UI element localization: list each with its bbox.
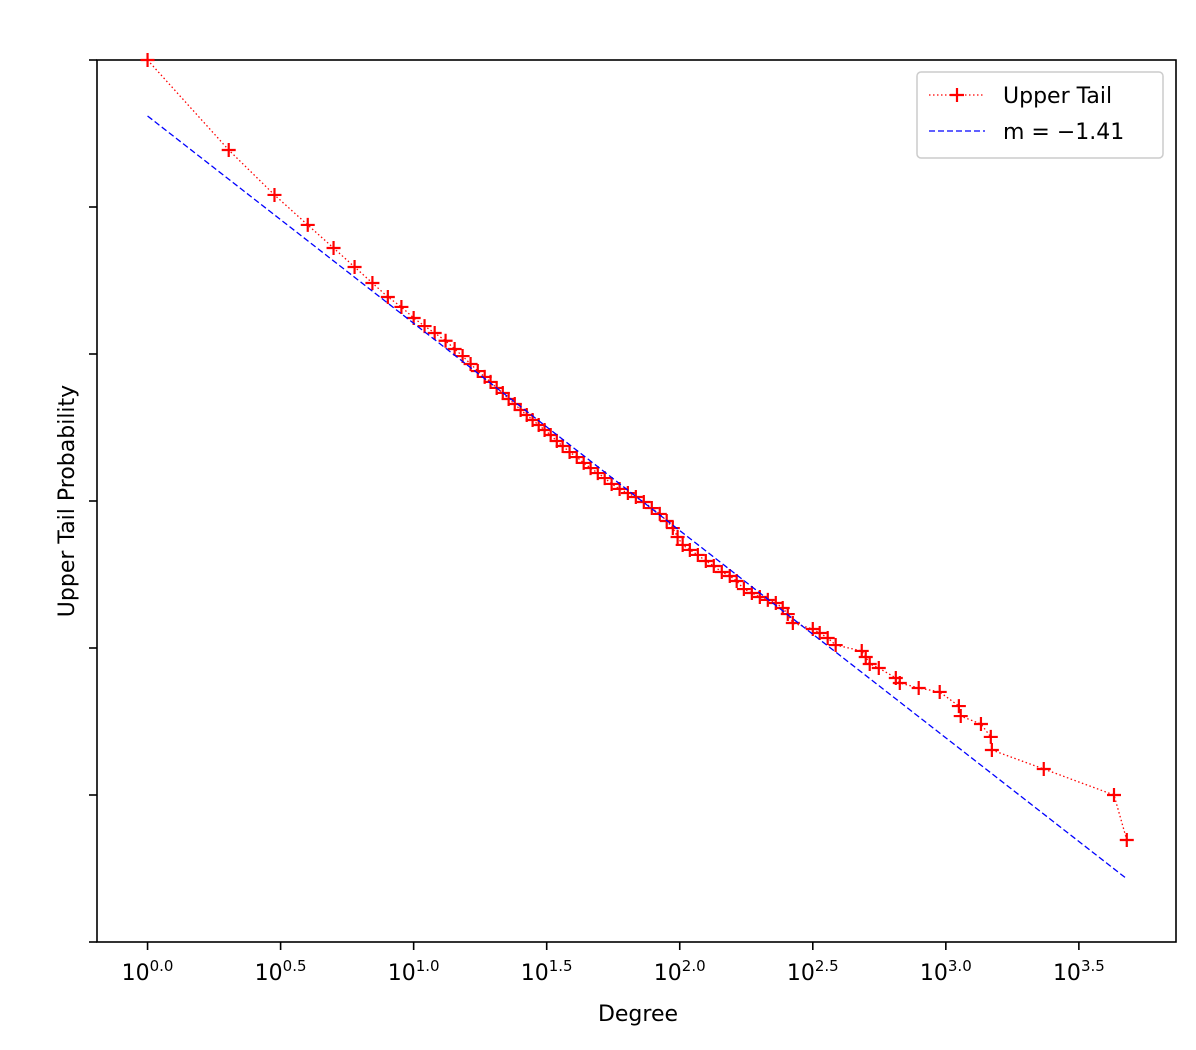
x-tick-label: 102.5 xyxy=(787,957,839,986)
point-marker xyxy=(447,342,462,357)
point-marker xyxy=(597,471,612,486)
point-marker xyxy=(463,356,478,371)
point-marker xyxy=(670,530,685,545)
series-line xyxy=(147,59,1128,841)
point-marker xyxy=(365,275,380,290)
x-tick-label: 100.0 xyxy=(122,957,174,986)
point-marker xyxy=(628,490,643,505)
point-marker xyxy=(438,333,453,348)
legend-label: m = −1.41 xyxy=(1003,120,1124,145)
legend: Upper Tail m = −1.41 xyxy=(916,71,1164,159)
point-marker xyxy=(380,289,395,304)
point-marker xyxy=(892,675,907,690)
point-marker xyxy=(858,649,873,664)
point-marker xyxy=(736,582,751,597)
point-marker xyxy=(682,542,697,557)
point-marker xyxy=(507,396,522,411)
point-marker xyxy=(828,638,843,653)
y-axis-label: Upper Tail Probability xyxy=(55,385,80,617)
point-marker xyxy=(543,427,558,442)
point-marker xyxy=(652,506,667,521)
point-marker xyxy=(820,631,835,646)
point-marker xyxy=(427,325,442,340)
x-tick-label: 101.5 xyxy=(521,957,573,986)
point-marker xyxy=(604,476,619,491)
point-marker xyxy=(744,586,759,601)
point-marker xyxy=(911,680,926,695)
x-tick-label: 101.0 xyxy=(388,957,440,986)
point-marker xyxy=(644,501,659,516)
point-marker xyxy=(221,142,236,157)
point-marker xyxy=(470,364,485,379)
legend-label: Upper Tail xyxy=(1003,84,1112,109)
point-marker xyxy=(555,439,570,454)
point-marker xyxy=(1036,761,1051,776)
x-tick-label: 102.0 xyxy=(654,957,706,986)
point-marker xyxy=(983,729,998,744)
point-marker xyxy=(583,461,598,476)
point-marker xyxy=(812,626,827,641)
legend-marker xyxy=(950,88,964,102)
point-marker xyxy=(1107,788,1121,802)
point-marker xyxy=(729,573,744,588)
x-tick-label: 103.0 xyxy=(920,957,972,986)
point-marker xyxy=(417,319,432,334)
point-marker xyxy=(862,657,877,672)
x-tick-label: 103.5 xyxy=(1053,957,1105,986)
point-marker xyxy=(953,709,968,724)
point-marker xyxy=(932,684,947,699)
point-marker xyxy=(347,259,362,274)
point-marker xyxy=(483,374,498,389)
x-tick-label: 100.5 xyxy=(255,957,307,986)
point-marker xyxy=(636,495,651,510)
point-marker xyxy=(714,565,729,580)
point-marker xyxy=(706,558,721,573)
point-marker xyxy=(326,241,341,256)
point-marker xyxy=(300,217,315,232)
point-marker xyxy=(267,187,282,202)
point-marker xyxy=(394,299,409,314)
point-marker xyxy=(562,445,577,460)
point-marker xyxy=(675,537,690,552)
point-marker xyxy=(569,450,584,465)
x-axis-label: Degree xyxy=(598,1002,678,1027)
point-marker xyxy=(1119,832,1134,847)
point-marker xyxy=(984,743,999,758)
point-marker xyxy=(690,547,705,562)
point-marker xyxy=(973,716,988,731)
point-marker xyxy=(871,660,886,675)
point-marker xyxy=(951,699,966,714)
point-marker xyxy=(698,553,713,568)
legend-box xyxy=(916,71,1164,159)
point-marker xyxy=(140,53,155,67)
